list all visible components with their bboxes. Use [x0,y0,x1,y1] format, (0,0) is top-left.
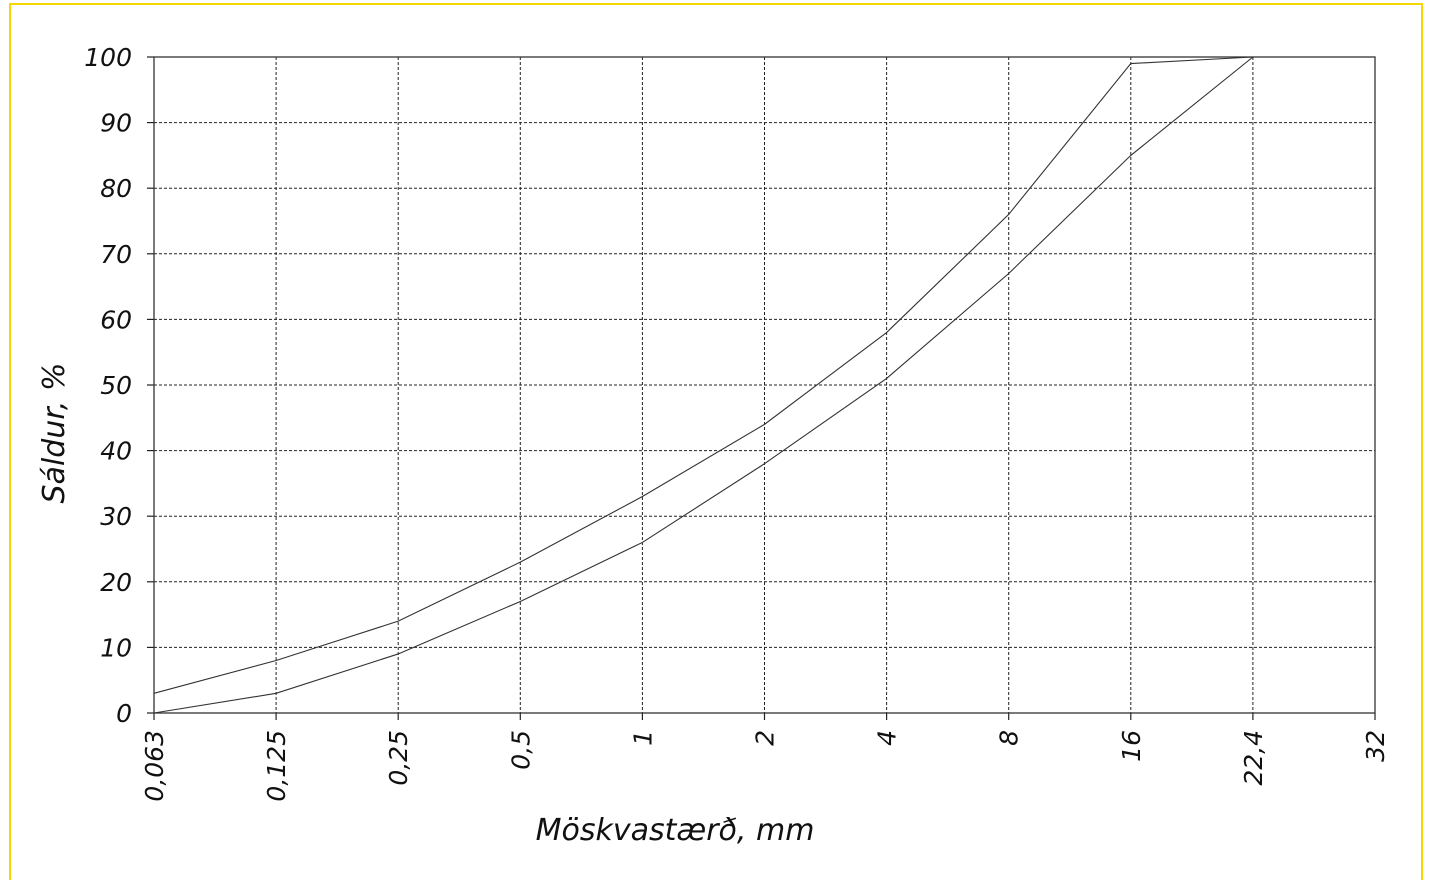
plot-border [153,56,1376,714]
series-line-2 [153,56,1254,714]
x-tick-label: 22,4 [1239,730,1268,786]
x-tick-label: 32 [1361,730,1390,762]
y-tick-label: 50 [100,371,132,400]
y-tick-label: 70 [100,240,132,269]
x-tick-label: 0,125 [262,730,291,802]
grid-lines [147,56,1376,720]
x-axis-label: Möskvastærð, mm [536,813,815,848]
y-tick-label: 40 [100,437,132,466]
y-axis-label: Sáldur, % [37,363,72,504]
y-tick-label: 60 [100,305,132,334]
x-tick-label: 1 [628,730,657,746]
x-tick-label: 2 [751,730,780,746]
y-tick-label: 20 [100,568,132,597]
x-tick-label: 16 [1117,730,1146,762]
series-line-1 [153,56,1253,694]
series-lines [153,56,1254,714]
y-tick-label: 90 [100,109,132,138]
x-tick-labels: 0,063 0,125 0,25 0,5 1 2 4 8 16 22,4 32 [140,730,1390,802]
y-tick-label: 80 [100,174,132,203]
y-tick-labels: 0 10 20 30 40 50 60 70 80 90 100 [84,43,132,728]
y-tick-label: 100 [84,43,132,72]
y-tick-label: 0 [116,699,132,728]
chart-frame [9,3,1423,880]
y-tick-label: 30 [100,502,132,531]
x-tick-label: 0,25 [384,730,413,786]
x-tick-label: 4 [873,730,902,746]
x-tick-label: 8 [995,730,1024,746]
y-tick-label: 10 [100,633,132,662]
x-tick-label: 0,063 [140,730,169,802]
x-tick-label: 0,5 [506,730,535,770]
